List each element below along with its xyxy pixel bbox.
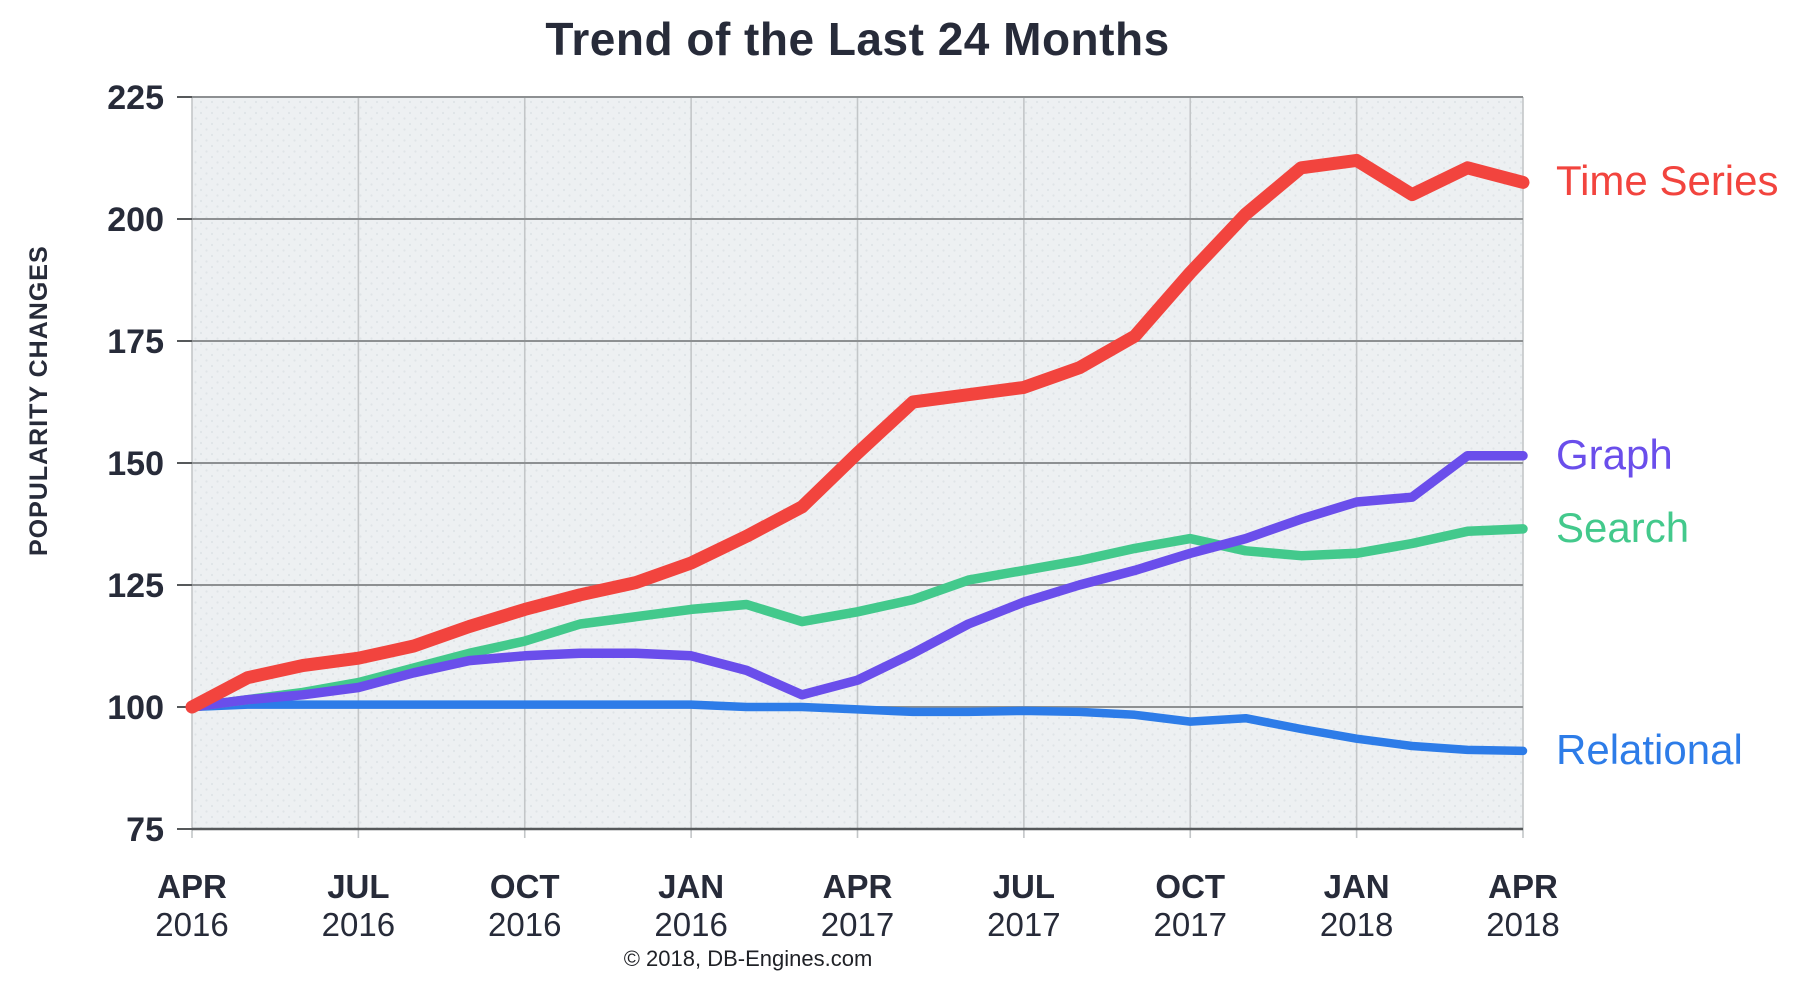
tick-labels: 22520017515012510075APR2016JUL2016OCT201… [107,79,1559,943]
y-tick-label: 75 [126,811,164,849]
x-tick-month-label: JAN [1324,868,1390,905]
x-tick-year-label: 2018 [1320,906,1393,943]
x-tick-month-label: OCT [1155,868,1225,905]
x-tick-month-label: JAN [658,868,724,905]
series-line-time-series [185,153,1530,714]
x-tick-year-label: 2016 [488,906,561,943]
chart-title: Trend of the Last 24 Months [545,13,1170,65]
y-tick-label: 150 [107,445,164,483]
y-tick-label: 100 [107,689,164,727]
series-label-relational: Relational [1556,725,1743,773]
series-label-graph: Graph [1556,430,1673,478]
x-tick-month-label: JUL [327,868,389,905]
y-tick-label: 225 [107,79,164,117]
series-label-time-series: Time Series [1556,157,1779,205]
x-tick-year-label: 2017 [987,906,1060,943]
x-tick-month-label: APR [823,868,893,905]
x-tick-year-label: 2018 [1486,906,1559,943]
series-label-search: Search [1556,503,1690,551]
y-tick-label: 125 [107,567,164,605]
x-tick-year-label: 2017 [1154,906,1227,943]
attribution-text: © 2018, DB-Engines.com [623,946,873,971]
series-lines [185,153,1530,756]
x-tick-month-label: JUL [993,868,1055,905]
x-tick-month-label: APR [157,868,227,905]
y-tick-label: 200 [107,201,164,239]
x-tick-year-label: 2016 [322,906,395,943]
x-tick-year-label: 2016 [654,906,727,943]
x-tick-month-label: APR [1488,868,1558,905]
x-tick-year-label: 2016 [155,906,228,943]
x-tick-month-label: OCT [490,868,560,905]
x-tick-year-label: 2017 [821,906,894,943]
series-line-graph [187,450,1528,712]
y-tick-label: 175 [107,323,164,361]
series-line-relational [187,700,1528,756]
